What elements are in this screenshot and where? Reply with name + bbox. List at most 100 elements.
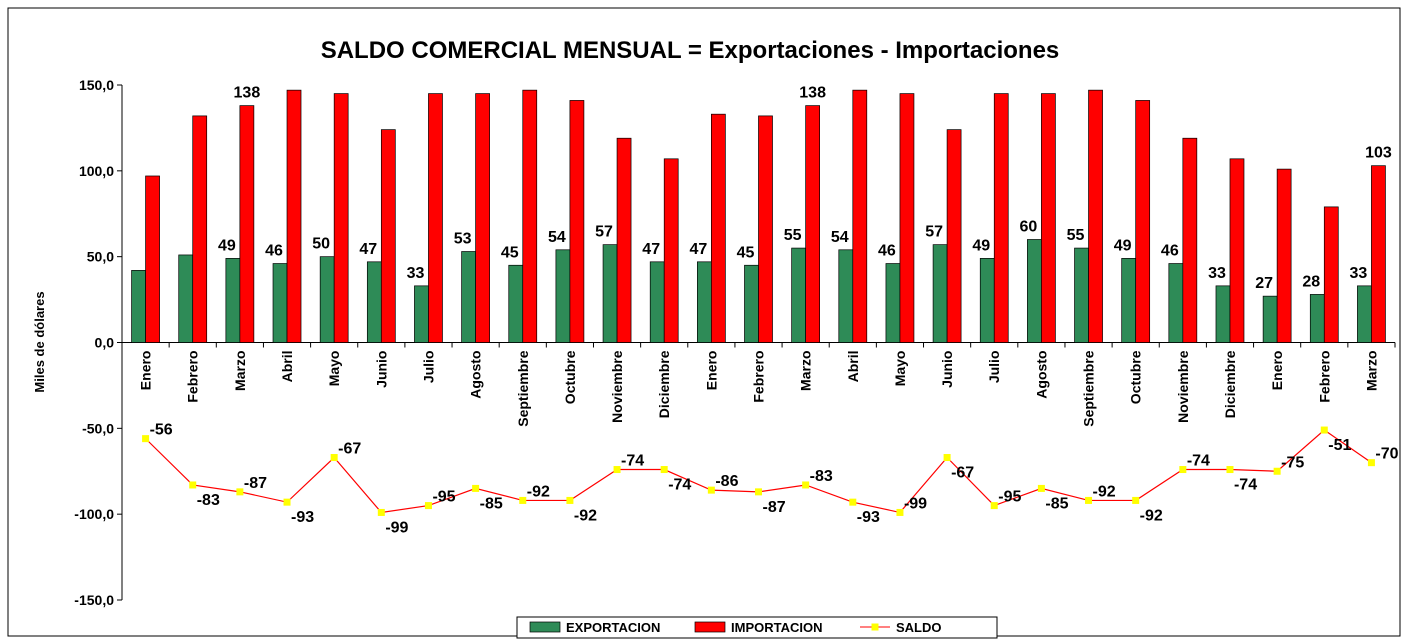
data-label: -75 (1281, 454, 1304, 471)
data-label: 27 (1255, 275, 1273, 292)
data-label: -85 (1045, 495, 1068, 512)
data-label: 50 (312, 236, 330, 253)
legend-label: EXPORTACION (566, 620, 660, 635)
data-label: 47 (359, 241, 377, 258)
data-label: -85 (480, 495, 503, 512)
data-label: 46 (265, 243, 283, 260)
x-tick-label: Diciembre (1222, 350, 1238, 418)
data-label: 49 (218, 237, 236, 254)
data-label: 57 (925, 224, 943, 241)
x-tick-label: Marzo (1363, 351, 1379, 391)
bar (522, 89, 538, 343)
marker (802, 481, 810, 489)
bar (838, 249, 854, 343)
marker (849, 498, 857, 506)
marker (943, 454, 951, 462)
data-label: 45 (737, 244, 755, 261)
data-label: -67 (951, 465, 974, 482)
marker (1132, 496, 1140, 504)
data-label: -93 (291, 509, 314, 526)
marker (1226, 466, 1234, 474)
bar (932, 244, 948, 343)
data-label: 46 (878, 243, 896, 260)
x-tick-label: Junio (939, 351, 955, 388)
x-tick-label: Enero (138, 351, 154, 391)
marker (283, 498, 291, 506)
x-tick-label: Noviembre (609, 350, 625, 423)
data-label: 54 (831, 229, 849, 246)
bar (131, 270, 146, 343)
data-label: -92 (527, 483, 550, 500)
marker (1320, 426, 1328, 434)
bar (1215, 285, 1231, 343)
bar (758, 115, 773, 343)
data-label: -74 (1187, 453, 1210, 470)
bar (744, 264, 759, 343)
data-label: 33 (407, 265, 425, 282)
bar (993, 93, 1009, 343)
bar (1371, 165, 1386, 343)
bar (885, 263, 901, 343)
data-label: 33 (1350, 265, 1368, 282)
bar (899, 93, 915, 343)
data-label: -56 (150, 422, 173, 439)
bar (1229, 158, 1245, 343)
marker (236, 488, 244, 496)
data-label: 33 (1208, 265, 1226, 282)
y-tick-label: 50,0 (87, 249, 114, 265)
bar (649, 261, 665, 343)
data-label: -95 (432, 489, 455, 506)
marker (472, 484, 480, 492)
data-label: 49 (972, 237, 990, 254)
x-tick-label: Marzo (232, 351, 248, 391)
bar (1027, 239, 1042, 343)
bar (475, 93, 490, 343)
bar (1357, 285, 1372, 343)
x-tick-label: Septiembre (515, 350, 531, 426)
bar (319, 256, 335, 343)
marker (1367, 459, 1375, 467)
y-tick-label: 0,0 (95, 335, 115, 351)
x-tick-label: Febrero (1316, 351, 1332, 403)
x-tick-label: Octubre (562, 350, 578, 404)
bar (508, 264, 524, 343)
marker (1273, 467, 1281, 475)
x-tick-label: Agosto (1033, 351, 1049, 399)
bar (145, 175, 160, 343)
marker (613, 466, 621, 474)
bar (239, 105, 255, 343)
data-label: 55 (1067, 227, 1085, 244)
x-tick-label: Enero (1269, 351, 1285, 391)
x-tick-label: Febrero (751, 351, 767, 403)
legend-label: SALDO (896, 620, 942, 635)
marker (189, 481, 197, 489)
bar (225, 258, 241, 343)
legend-label: IMPORTACION (731, 620, 822, 635)
marker (142, 435, 150, 443)
bar (428, 93, 443, 343)
marker (1037, 484, 1045, 492)
x-tick-label: Febrero (185, 351, 201, 403)
data-label: -83 (197, 492, 220, 509)
bar (414, 285, 429, 343)
bar (1074, 247, 1089, 343)
marker (1179, 466, 1187, 474)
data-label: -93 (857, 509, 880, 526)
bar (333, 93, 349, 343)
bar (272, 263, 288, 343)
bar (1168, 263, 1184, 343)
bar (805, 105, 820, 343)
bar (663, 158, 679, 343)
x-tick-label: Abril (279, 351, 295, 383)
data-label: 53 (454, 231, 472, 248)
x-tick-label: Mayo (326, 351, 342, 387)
bar (178, 254, 194, 343)
data-label: 57 (595, 224, 613, 241)
bar (791, 247, 806, 343)
y-tick-label: 100,0 (79, 163, 114, 179)
bar (711, 113, 726, 343)
x-tick-label: Marzo (798, 351, 814, 391)
marker (707, 486, 715, 494)
bar (461, 251, 476, 343)
